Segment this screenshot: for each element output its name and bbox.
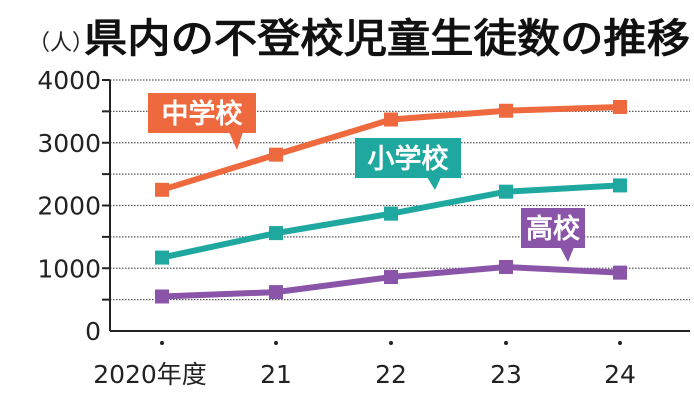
y-tick-label: 0 — [85, 317, 101, 346]
y-tick-label: 2000 — [37, 192, 101, 221]
x-tick-label: 23 — [490, 360, 522, 389]
data-point — [384, 270, 398, 285]
series-label-box — [521, 208, 585, 248]
data-point — [155, 289, 169, 304]
series-label: 高校 — [526, 213, 580, 245]
x-tick-dot — [504, 341, 508, 345]
x-tick-dot — [274, 341, 278, 345]
data-point — [613, 265, 627, 280]
y-tick-label: 1000 — [37, 254, 101, 283]
y-axis-unit: （人） — [28, 31, 94, 56]
label-pointer — [229, 132, 243, 150]
data-point — [269, 285, 283, 300]
x-tick-label: 24 — [604, 360, 636, 389]
x-tick-label: 2020年度 — [93, 360, 207, 389]
y-tick-label: 4000 — [37, 66, 101, 95]
x-tick-label: 21 — [260, 360, 292, 389]
data-point — [155, 250, 169, 265]
data-point — [269, 147, 283, 162]
data-point — [269, 226, 283, 241]
series-label: 小学校 — [368, 143, 449, 175]
data-point — [499, 259, 513, 274]
label-pointer — [427, 177, 441, 190]
x-tick-dot — [618, 341, 622, 345]
data-point — [384, 206, 398, 221]
y-tick-label: 3000 — [37, 129, 101, 158]
data-point — [613, 99, 627, 114]
data-point — [384, 112, 398, 127]
series-label-box — [148, 93, 256, 133]
chart-title: 県内の不登校児童生徒数の推移 — [84, 16, 690, 62]
x-tick-dot — [160, 341, 164, 345]
data-point — [155, 182, 169, 197]
data-point — [613, 178, 627, 193]
x-tick-dot — [389, 341, 393, 345]
data-point — [499, 184, 513, 199]
series-label: 中学校 — [162, 98, 243, 130]
data-point — [499, 103, 513, 118]
x-tick-label: 22 — [375, 360, 407, 389]
label-pointer — [560, 247, 574, 262]
series-label-box — [355, 138, 461, 178]
